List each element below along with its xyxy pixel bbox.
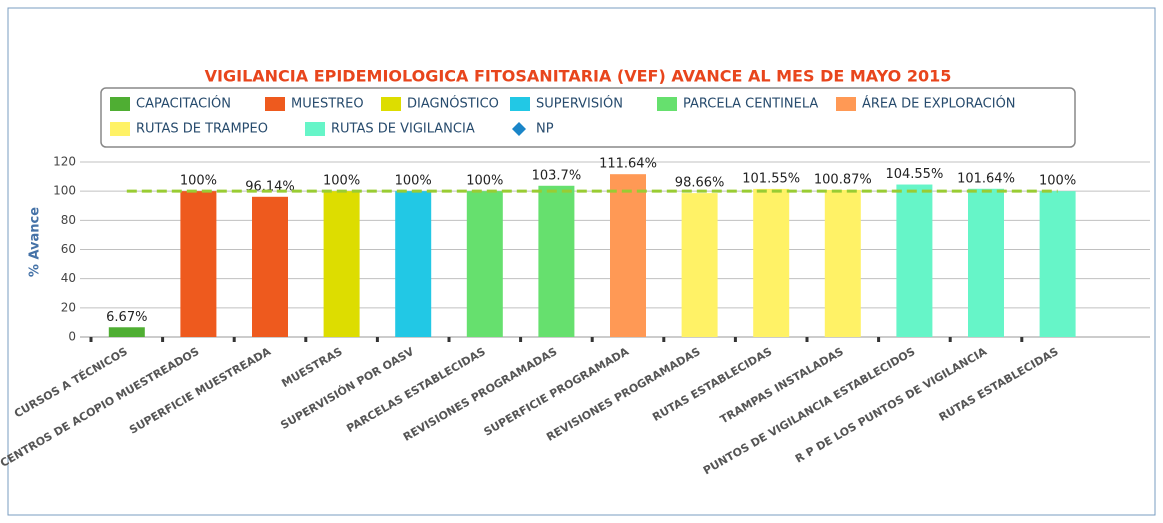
legend-symbol — [305, 122, 325, 136]
data-label: 100% — [395, 174, 432, 189]
legend-label: ÁREA DE EXPLORACIÓN — [862, 96, 1016, 112]
legend-label: MUESTREO — [291, 97, 364, 112]
data-label: 103.7% — [532, 168, 582, 183]
y-tick-label: 80 — [61, 213, 76, 227]
bar — [753, 188, 790, 337]
y-tick-label: 20 — [61, 300, 76, 314]
legend-symbol — [110, 122, 130, 136]
data-label: 98.66% — [675, 176, 725, 191]
chart-title: VIGILANCIA EPIDEMIOLOGICA FITOSANITARIA … — [205, 67, 952, 86]
legend-box — [100, 87, 1076, 148]
legend-symbol — [657, 97, 677, 111]
legend-label: RUTAS DE TRAMPEO — [136, 122, 268, 137]
y-tick-label: 60 — [61, 242, 76, 256]
legend-label: NP — [536, 122, 554, 137]
legend-label: DIAGNÓSTICO — [407, 96, 499, 112]
legend-symbol — [512, 122, 526, 136]
legend-symbol — [381, 97, 401, 111]
data-label: 101.64% — [957, 171, 1015, 186]
bar — [180, 191, 217, 337]
legend-label: PARCELA CENTINELA — [683, 97, 818, 112]
y-axis-label: % Avance — [28, 207, 43, 277]
bar — [108, 327, 145, 337]
legend-label: RUTAS DE VIGILANCIA — [331, 122, 475, 137]
legend-label: CAPACITACIÓN — [136, 96, 231, 112]
data-label: 100% — [1039, 174, 1076, 189]
data-label: 104.55% — [885, 167, 943, 182]
legend-symbol — [110, 97, 130, 111]
bar — [252, 196, 288, 337]
bar — [538, 185, 575, 337]
y-tick-label: 100 — [53, 184, 76, 198]
data-label: 6.67% — [106, 310, 147, 325]
data-label: 101.55% — [742, 171, 800, 186]
bar — [610, 174, 646, 337]
bar — [681, 193, 718, 337]
bar — [395, 191, 432, 337]
legend-symbol — [265, 97, 285, 111]
data-label: 100.87% — [814, 172, 872, 187]
legend-label: SUPERVISIÓN — [536, 96, 623, 112]
y-tick-label: 120 — [53, 155, 76, 169]
data-label: 100% — [323, 174, 360, 189]
legend-symbol — [836, 97, 856, 111]
bar — [896, 184, 933, 337]
bar — [466, 191, 503, 337]
bar — [323, 191, 360, 337]
legend-symbol — [510, 97, 530, 111]
data-label: 111.64% — [599, 157, 657, 172]
y-tick-label: 40 — [61, 271, 76, 285]
data-label: 100% — [180, 174, 217, 189]
y-tick-label: 0 — [68, 330, 76, 344]
bar — [1039, 191, 1076, 337]
bar — [968, 188, 1004, 337]
data-label: 100% — [466, 174, 503, 189]
bar — [824, 189, 861, 337]
